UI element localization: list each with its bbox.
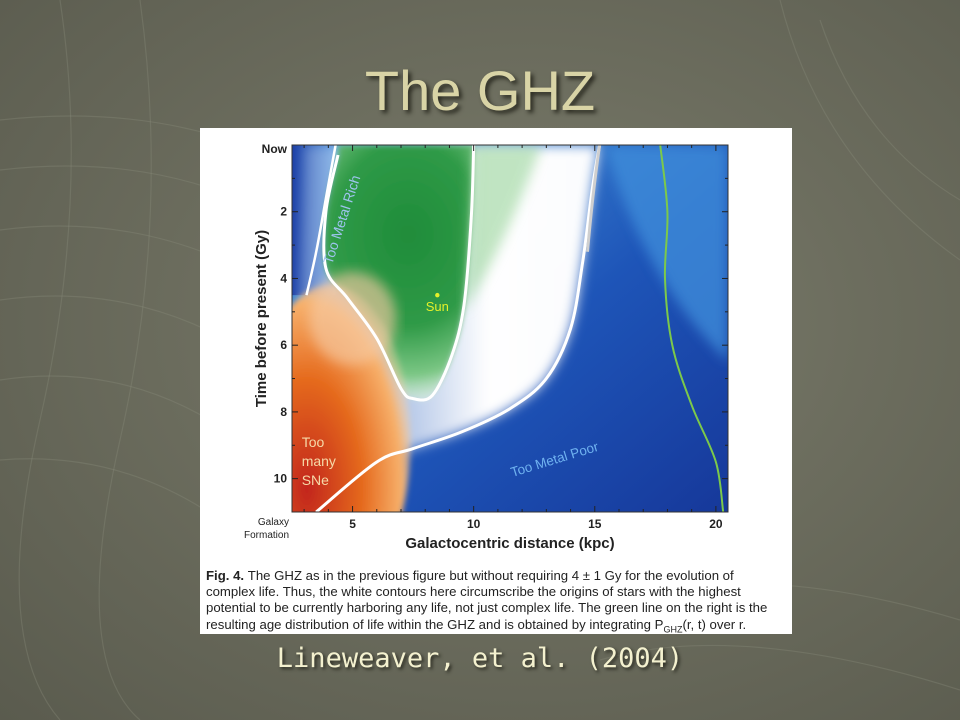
too-many-sne-label-1: many (302, 453, 336, 469)
ghz-inner-contour (322, 145, 476, 402)
figure-caption: Fig. 4. The GHZ as in the previous figur… (206, 568, 784, 637)
supernova-fade (308, 271, 397, 366)
y-tick-label-6-0: Galaxy (258, 517, 289, 528)
sun-marker (435, 292, 440, 298)
y-tick-label-3: 6 (280, 338, 287, 352)
y-tick-label-5: 10 (274, 472, 288, 486)
slide-title: The GHZ (364, 59, 596, 122)
citation: Lineweaver, et al. (2004) (276, 643, 684, 674)
y-tick-label-0: Now (262, 142, 288, 156)
caption-label: Fig. 4. (206, 568, 245, 583)
caption-tail: (r, t) over r. (682, 616, 747, 632)
sun-label: Sun (426, 299, 449, 314)
caption-subscript: GHZ (663, 624, 683, 635)
x-tick-label-2: 15 (588, 517, 602, 531)
too-many-sne-label-2: SNe (302, 472, 329, 488)
plot-frame (291, 144, 729, 513)
ghz-outer-contour (315, 145, 602, 512)
x-tick-label-3: 20 (709, 517, 723, 531)
ghz-core-fade (463, 145, 542, 312)
outer-contour-grey-top (586, 145, 602, 252)
y-tick-label-6-1: Formation (244, 530, 289, 541)
y-tick-label-2: 4 (280, 271, 287, 285)
caption-text: The GHZ as in the previous figure but wi… (206, 568, 768, 632)
x-tick-label-1: 10 (467, 517, 481, 531)
too-many-sne-label-0: Too (302, 434, 325, 450)
x-axis-title: Galactocentric distance (kpc) (405, 535, 614, 552)
ghz-heatmap-chart: 5 10 15 20 Now 2 4 6 8 10 Galaxy Formation Galactoc… (244, 142, 729, 552)
y-tick-label-1: 2 (280, 205, 287, 219)
x-tick-label-0: 5 (349, 517, 356, 531)
y-axis-title: Time before present (Gy) (253, 230, 270, 407)
age-distribution-line (659, 145, 725, 512)
metal-rich-contour (305, 145, 337, 296)
figure-panel: 5 10 15 20 Now 2 4 6 8 10 Galaxy Formation Galactoc… (200, 128, 792, 634)
y-tick-label-4: 8 (280, 405, 287, 419)
